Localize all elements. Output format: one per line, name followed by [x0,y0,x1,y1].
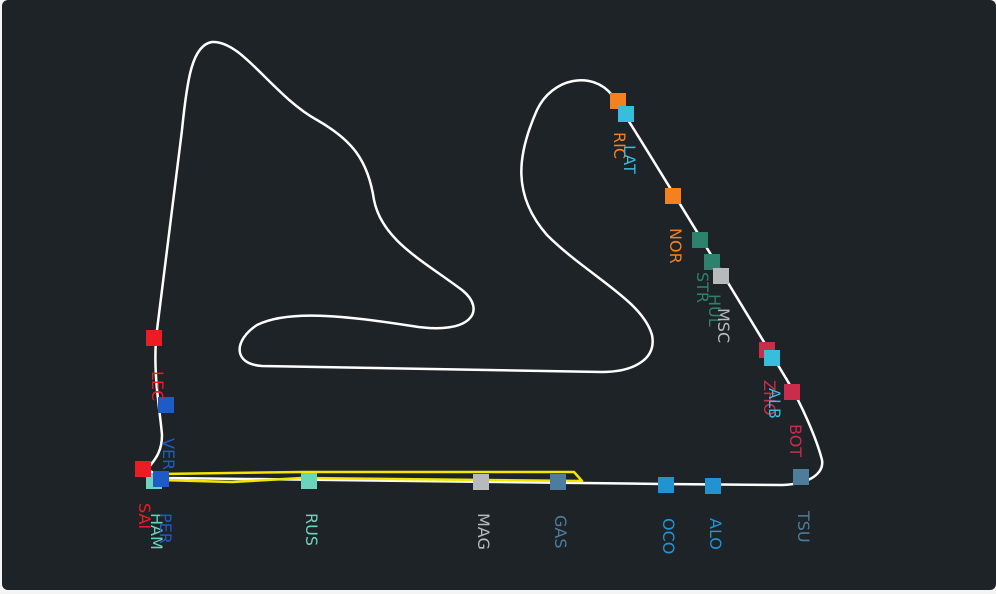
driver-label: RUS [302,513,321,546]
driver-marker[interactable] [153,471,169,487]
driver-label: ZHO [760,380,779,416]
driver-marker[interactable] [713,268,729,284]
driver-marker[interactable] [692,232,708,248]
driver-alb[interactable]: ALB [764,350,784,419]
driver-sai[interactable]: SAI [135,461,154,529]
driver-alo[interactable]: ALO [705,478,725,550]
driver-label: LEC [148,371,167,401]
driver-bot[interactable]: BOT [784,384,805,457]
driver-label: STR [693,272,712,303]
driver-rus[interactable]: RUS [301,473,321,546]
driver-marker[interactable] [618,106,634,122]
driver-marker[interactable] [301,473,317,489]
track-outline [145,40,824,487]
driver-marker[interactable] [473,474,489,490]
driver-label: MAG [474,513,493,550]
driver-marker[interactable] [764,350,780,366]
driver-marker[interactable] [793,469,809,485]
driver-ric[interactable]: RIC [610,93,629,159]
driver-marker[interactable] [550,474,566,490]
driver-hul[interactable]: HUL [704,254,724,327]
driver-gas[interactable]: GAS [550,474,570,549]
driver-marker[interactable] [158,397,174,413]
driver-label: RIC [610,132,629,159]
driver-marker[interactable] [146,330,162,346]
driver-lec[interactable]: LEC [146,330,167,401]
driver-label: ALO [706,518,725,550]
driver-label: SAI [135,503,154,529]
driver-lat[interactable]: LAT [618,106,639,174]
driver-label: OCO [659,518,678,554]
driver-ver[interactable]: VER [158,397,178,470]
driver-label: BOT [786,424,805,457]
driver-label: LAT [620,145,639,174]
driver-oco[interactable]: OCO [658,477,678,554]
driver-label: MSC [714,308,733,343]
driver-msc[interactable]: MSC [713,268,733,343]
driver-marker[interactable] [135,461,151,477]
driver-nor[interactable]: NOR [665,188,685,264]
driver-label: ALB [765,388,784,419]
driver-str[interactable]: STR [692,232,712,303]
highlighted-sector [159,470,584,484]
driver-tsu[interactable]: TSU [793,469,813,543]
driver-label: HUL [705,294,724,327]
driver-marker[interactable] [665,188,681,204]
driver-label: GAS [551,515,570,549]
driver-marker[interactable] [704,254,720,270]
driver-marker[interactable] [610,93,626,109]
driver-marker[interactable] [658,477,674,493]
driver-per[interactable]: PER [153,471,175,544]
driver-marker[interactable] [784,384,800,400]
driver-label: NOR [666,228,685,264]
driver-label: PER [156,513,175,544]
driver-mag[interactable]: MAG [473,474,493,550]
driver-label: VER [159,438,178,470]
driver-label: HAM [147,513,166,550]
driver-marker[interactable] [705,478,721,494]
driver-label: TSU [794,510,813,543]
